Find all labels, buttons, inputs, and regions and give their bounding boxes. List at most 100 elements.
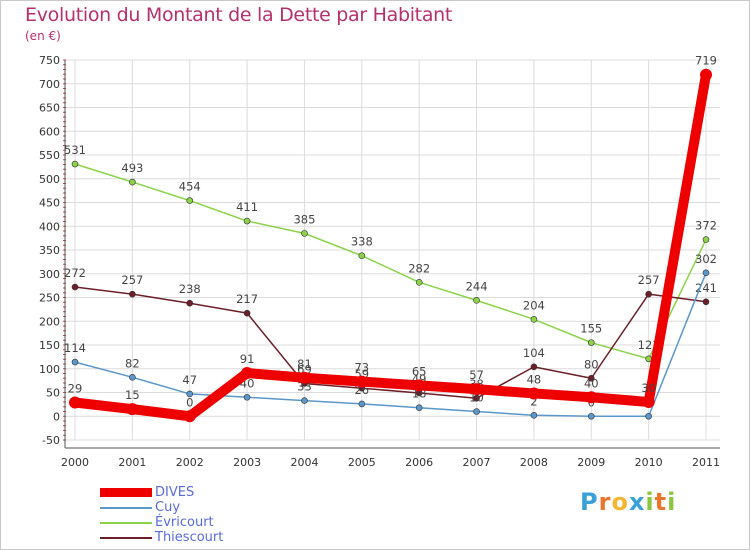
legend-swatch-cuy	[100, 506, 152, 509]
data-label: 48	[527, 372, 542, 386]
data-label: 0	[186, 395, 193, 409]
data-point	[530, 411, 538, 419]
legend-label-cuy: Cuy	[155, 499, 181, 515]
data-label: 114	[64, 341, 86, 355]
data-point	[530, 316, 538, 323]
logo-letter: x	[628, 488, 646, 516]
data-point	[358, 252, 366, 259]
data-point	[645, 290, 652, 298]
data-point	[71, 358, 79, 366]
data-point	[470, 383, 483, 396]
data-label: 155	[580, 322, 602, 336]
logo-letter: i	[667, 488, 677, 516]
data-point	[129, 178, 136, 186]
data-label: 411	[236, 200, 258, 214]
y-tick-label: 150	[39, 339, 60, 352]
y-tick-label: 200	[39, 315, 60, 328]
x-tick-label: 2008	[520, 456, 548, 469]
data-label: 82	[125, 356, 140, 370]
data-label: 302	[695, 252, 717, 266]
chart-subtitle: (en €)	[25, 29, 61, 43]
data-point	[69, 396, 81, 409]
data-point	[587, 339, 595, 346]
x-tick-label: 2003	[233, 456, 261, 469]
data-point	[243, 309, 251, 317]
data-point	[355, 375, 368, 388]
data-label: 65	[412, 364, 427, 378]
y-tick-label: 750	[39, 54, 60, 67]
data-label: 81	[297, 357, 312, 371]
logo-letter: o	[611, 488, 629, 516]
logo-letter: r	[598, 488, 612, 516]
data-label: 217	[236, 292, 258, 306]
data-point	[301, 397, 308, 404]
data-point	[129, 373, 136, 381]
y-tick-label: 0	[53, 410, 60, 423]
x-tick-label: 2001	[118, 456, 146, 469]
legend-swatch-dives	[100, 488, 152, 497]
proxiti-logo: Proxiti	[580, 488, 676, 516]
data-label: 40	[584, 376, 599, 390]
data-point	[358, 400, 366, 408]
x-tick-label: 2004	[290, 456, 318, 469]
logo-letter: P	[580, 488, 599, 516]
data-label: 29	[68, 381, 83, 395]
data-label: 454	[179, 180, 201, 194]
data-point	[645, 355, 652, 363]
data-point	[530, 363, 538, 371]
data-label: 104	[523, 346, 545, 360]
x-tick-label: 2007	[463, 456, 491, 469]
x-tick-label: 2010	[635, 456, 663, 469]
data-point	[642, 396, 655, 408]
y-tick-label: 350	[39, 244, 60, 257]
data-point	[702, 298, 710, 306]
data-point	[473, 394, 480, 402]
data-label: 15	[125, 388, 140, 402]
y-tick-label: 250	[39, 292, 60, 305]
data-label: 91	[240, 352, 255, 366]
data-label: 282	[408, 261, 430, 275]
data-point	[298, 371, 311, 384]
legend-item-dives: DIVES	[100, 485, 223, 500]
y-tick-label: 400	[39, 220, 60, 233]
data-point	[473, 408, 480, 415]
data-label: 257	[121, 273, 143, 287]
data-point	[71, 160, 79, 168]
x-tick-label: 2002	[176, 456, 204, 469]
legend-label-evricourt: Évricourt	[155, 514, 214, 530]
data-label: 47	[182, 373, 197, 387]
y-tick-label: 600	[39, 125, 60, 138]
data-point	[243, 217, 251, 225]
y-tick-label: -50	[42, 434, 60, 447]
chart-title: Evolution du Montant de la Dette par Hab…	[25, 4, 453, 26]
data-point	[702, 269, 710, 277]
legend-swatch-thiescourt	[100, 536, 152, 539]
legend-label-dives: DIVES	[155, 484, 195, 500]
data-label: 372	[695, 219, 717, 233]
y-tick-label: 100	[39, 363, 60, 376]
series-line-évricourt	[74, 163, 707, 360]
data-label: 80	[584, 357, 599, 371]
legend-item-cuy: Cuy	[100, 500, 223, 515]
y-tick-label: 300	[39, 268, 60, 281]
x-tick-label: 2006	[405, 456, 433, 469]
data-point	[527, 387, 540, 400]
data-point	[71, 283, 79, 291]
data-point	[243, 393, 251, 401]
data-label: 57	[469, 368, 484, 382]
y-tick-label: 550	[39, 149, 60, 162]
legend-label-thiescourt: Thiescourt	[155, 529, 224, 545]
legend-item-thiescourt: Thiescourt	[100, 530, 223, 545]
series-line-thiescourt	[74, 286, 707, 399]
data-point	[702, 236, 710, 243]
data-point	[186, 197, 194, 204]
logo-letter: i	[645, 488, 655, 516]
data-point	[415, 278, 423, 286]
data-label: 2	[530, 394, 537, 408]
data-label: 33	[297, 380, 312, 394]
x-tick-label: 2009	[577, 456, 605, 469]
y-tick-label: 50	[46, 387, 60, 400]
data-point	[585, 391, 598, 404]
data-label: 257	[638, 273, 660, 287]
y-tick-label: 650	[39, 102, 60, 115]
